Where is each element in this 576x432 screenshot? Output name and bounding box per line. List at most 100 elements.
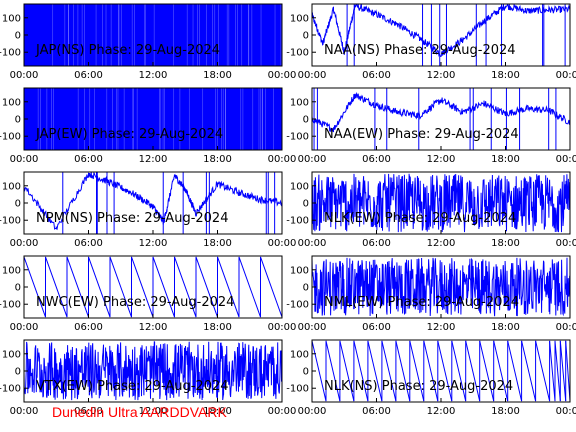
- x-tick-label: 18:00: [491, 154, 520, 165]
- series-wraps: [325, 340, 567, 402]
- y-tick-label: 0: [303, 31, 309, 42]
- x-tick-label: 12:00: [427, 406, 456, 417]
- y-tick-label: 100: [290, 181, 309, 192]
- footer-credit: Dunedin Ultra AARDDVARK: [52, 404, 227, 420]
- x-tick-label: 00:00: [268, 238, 297, 249]
- y-tick-label: 100: [2, 349, 21, 360]
- x-tick-label: 12:00: [427, 70, 456, 81]
- plot-area: [24, 172, 282, 234]
- y-tick-label: -100: [0, 48, 21, 59]
- y-tick-label: 0: [303, 367, 309, 378]
- panel-6: 100 0 -100 00:00 06:00 12:00 18:00 00:00 NWC(EW)…: [0, 255, 297, 333]
- y-tick-label: 100: [2, 265, 21, 276]
- y-tick-label: 0: [15, 367, 21, 378]
- y-tick-label: 100: [290, 13, 309, 24]
- x-tick-label: 00:00: [268, 406, 297, 417]
- panel-title: NLK(NS) Phase: 29-Aug-2024: [324, 379, 513, 394]
- x-tick-label: 00:00: [268, 154, 297, 165]
- panel-4: 100 0 -100 00:00 06:00 12:00 18:00 00:00 NPM(NS)…: [0, 171, 297, 249]
- y-tick-label: -100: [286, 216, 309, 227]
- x-tick-label: 18:00: [203, 70, 232, 81]
- x-tick-label: 06:00: [74, 70, 103, 81]
- x-tick-label: 06:00: [74, 154, 103, 165]
- x-tick-label: 00:00: [268, 70, 297, 81]
- y-tick-label: 0: [15, 31, 21, 42]
- x-tick-label: 12:00: [139, 70, 168, 81]
- series-line: [312, 91, 570, 133]
- y-tick-label: 0: [303, 199, 309, 210]
- y-tick-label: 100: [290, 265, 309, 276]
- y-tick-label: 0: [15, 115, 21, 126]
- x-tick-label: 00:00: [298, 406, 327, 417]
- series-line: [312, 4, 570, 58]
- panel-3: 100 0 -100 00:00 06:00 12:00 18:00 00:00 NAA(EW)…: [286, 87, 576, 165]
- panel-5: 100 0 -100 00:00 06:00 12:00 18:00 00:00 NLK(EW)…: [286, 171, 576, 249]
- y-tick-label: -100: [0, 132, 21, 143]
- x-tick-label: 00:00: [556, 154, 576, 165]
- panel-2: 100 0 -100 00:00 06:00 12:00 18:00 00:00 JAP(EW)…: [0, 87, 297, 165]
- y-tick-label: 0: [303, 283, 309, 294]
- y-tick-label: 100: [2, 13, 21, 24]
- y-tick-label: -100: [286, 132, 309, 143]
- x-tick-label: 18:00: [203, 154, 232, 165]
- panel-9: 100 0 -100 00:00 06:00 12:00 18:00 00:00 NLK(NS)…: [286, 339, 576, 417]
- panel-title: NML(EW) Phase: 29-Aug-2024: [324, 295, 519, 310]
- plot-area: [24, 341, 282, 401]
- y-tick-label: -100: [0, 216, 21, 227]
- x-tick-label: 00:00: [10, 70, 39, 81]
- x-tick-label: 00:00: [298, 70, 327, 81]
- x-tick-label: 00:00: [556, 406, 576, 417]
- y-tick-label: 100: [290, 349, 309, 360]
- y-tick-label: 100: [2, 181, 21, 192]
- y-tick-label: -100: [286, 384, 309, 395]
- panel-title: NPM(NS) Phase: 29-Aug-2024: [36, 211, 228, 226]
- x-tick-label: 00:00: [556, 70, 576, 81]
- x-tick-label: 00:00: [10, 154, 39, 165]
- panel-7: 100 0 -100 00:00 06:00 12:00 18:00 00:00 NML(EW)…: [286, 255, 576, 333]
- plot-area: [24, 88, 282, 150]
- x-tick-label: 06:00: [362, 154, 391, 165]
- x-tick-label: 12:00: [139, 406, 168, 417]
- x-tick-label: 06:00: [74, 238, 103, 249]
- x-tick-label: 18:00: [203, 406, 232, 417]
- panel-title: NAA(NS) Phase: 29-Aug-2024: [324, 43, 516, 58]
- x-tick-label: 12:00: [139, 322, 168, 333]
- plot-area: [24, 256, 282, 318]
- x-tick-label: 06:00: [74, 322, 103, 333]
- panel-title: VTX(EW) Phase: 29-Aug-2024: [36, 379, 229, 394]
- series-wraps: [45, 256, 282, 318]
- panel-0: 100 0 -100 00:00 06:00 12:00 18:00 00:00 JAP(NS)…: [0, 3, 297, 81]
- x-tick-label: 18:00: [203, 238, 232, 249]
- panel-title: JAP(EW) Phase: 29-Aug-2024: [35, 127, 223, 142]
- plot-area: [24, 4, 282, 66]
- x-tick-label: 12:00: [139, 154, 168, 165]
- x-tick-label: 18:00: [203, 322, 232, 333]
- x-tick-label: 06:00: [362, 406, 391, 417]
- x-tick-label: 00:00: [556, 322, 576, 333]
- series-band: [24, 4, 282, 66]
- x-tick-label: 00:00: [268, 322, 297, 333]
- y-tick-label: 100: [2, 97, 21, 108]
- x-tick-label: 00:00: [10, 406, 39, 417]
- plot-area: [312, 173, 570, 233]
- y-tick-label: 0: [15, 283, 21, 294]
- x-tick-label: 06:00: [362, 322, 391, 333]
- x-tick-label: 00:00: [298, 322, 327, 333]
- y-tick-label: -100: [0, 300, 21, 311]
- plot-area: [312, 4, 570, 66]
- series-line: [312, 340, 570, 402]
- panel-title: NAA(EW) Phase: 29-Aug-2024: [324, 127, 519, 142]
- series-band: [24, 88, 282, 150]
- y-tick-label: 0: [303, 115, 309, 126]
- y-tick-label: 0: [15, 199, 21, 210]
- y-tick-label: 100: [290, 97, 309, 108]
- x-tick-label: 12:00: [427, 154, 456, 165]
- series-line: [24, 256, 282, 318]
- x-tick-label: 00:00: [556, 238, 576, 249]
- y-tick-label: -100: [286, 48, 309, 59]
- panel-title: JAP(NS) Phase: 29-Aug-2024: [35, 43, 220, 58]
- series-line: [312, 257, 570, 317]
- x-tick-label: 00:00: [10, 322, 39, 333]
- panel-title: NWC(EW) Phase: 29-Aug-2024: [36, 295, 234, 310]
- x-tick-label: 06:00: [362, 238, 391, 249]
